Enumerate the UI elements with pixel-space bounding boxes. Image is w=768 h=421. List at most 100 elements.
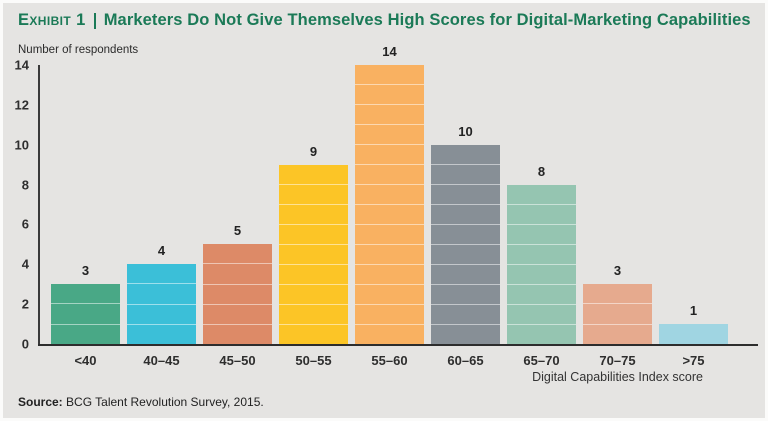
bar-unit-block: [507, 243, 576, 264]
bar-unit-block: [355, 184, 424, 204]
bar-unit-block: [507, 203, 576, 224]
bar-unit-block: [583, 284, 652, 304]
bar-unit-block: [127, 323, 196, 344]
bar-unit-block: [507, 184, 576, 204]
y-tick-8: 8: [21, 177, 29, 193]
bar-unit-block: [279, 183, 348, 204]
bar-unit-block: [279, 303, 348, 324]
bar-chart: 0 2 4 6 8 10 12 14 3 4 5 9 14 10 8 3 1: [15, 44, 758, 352]
bar-unit-block: [431, 243, 500, 264]
y-tick-10: 10: [14, 137, 29, 153]
bar-value-label: 14: [382, 44, 397, 59]
x-axis-title: Digital Capabilities Index score: [532, 370, 703, 384]
bar-unit-block: [507, 303, 576, 324]
bar-unit-block: [279, 164, 348, 184]
bar-unit-block: [355, 304, 424, 324]
bar-value-label: 3: [81, 263, 90, 279]
bar-unit-block: [355, 144, 424, 164]
x-tick-55–60: 55–60: [371, 353, 408, 368]
bar-unit-block: [431, 163, 500, 184]
bar-unit-block: [127, 303, 196, 324]
bar-unit-block: [51, 303, 120, 324]
bar-value-label: 1: [689, 303, 698, 319]
bar-unit-block: [355, 84, 424, 104]
x-tick-70–75: 70–75: [599, 353, 636, 368]
bar-unit-block: [659, 324, 728, 344]
bar-unit-block: [279, 283, 348, 304]
exhibit-title: Exhibit 1 Marketers Do Not Give Themselv…: [18, 11, 751, 30]
exhibit-headline: Marketers Do Not Give Themselves High Sc…: [103, 11, 751, 29]
bar-50–55: 9: [279, 144, 348, 344]
bar-value-label: 4: [157, 243, 166, 259]
bar-unit-block: [355, 104, 424, 124]
title-separator: [93, 13, 96, 29]
source-prefix: Source:: [18, 395, 63, 409]
bar-unit-block: [203, 303, 272, 324]
bar-unit-block: [127, 283, 196, 304]
bar-unit-block: [279, 203, 348, 224]
source-text: BCG Talent Revolution Survey, 2015.: [66, 395, 264, 409]
bar-<40: 3: [51, 263, 120, 345]
bar-value-label: 5: [233, 223, 242, 239]
source-note: Source: BCG Talent Revolution Survey, 20…: [18, 395, 264, 409]
bar-unit-block: [507, 223, 576, 244]
bar-55–60: 14: [355, 44, 424, 344]
bar-unit-block: [203, 283, 272, 304]
bar-unit-block: [431, 283, 500, 304]
bar-unit-block: [203, 323, 272, 344]
bar-unit-block: [355, 284, 424, 304]
x-axis-line: [38, 344, 758, 346]
bar-45–50: 5: [203, 223, 272, 344]
bar-unit-block: [583, 303, 652, 324]
bar-unit-block: [203, 244, 272, 264]
bar-unit-block: [355, 164, 424, 184]
bar-unit-block: [355, 324, 424, 344]
exhibit-label: Exhibit 1: [18, 11, 86, 29]
x-tick-65–70: 65–70: [523, 353, 560, 368]
bar-unit-block: [507, 263, 576, 284]
bar-value-label: 10: [458, 123, 473, 139]
bar-unit-block: [279, 323, 348, 344]
bar-unit-block: [431, 223, 500, 244]
bar-unit-block: [279, 243, 348, 264]
x-tick-40–45: 40–45: [143, 353, 180, 368]
bar-40–45: 4: [127, 243, 196, 344]
bar-unit-block: [355, 65, 424, 84]
x-tick-<40: <40: [74, 353, 97, 368]
y-axis-line: [38, 65, 40, 344]
bar->75: 1: [659, 303, 728, 344]
bar-unit-block: [279, 263, 348, 284]
y-axis-label: Number of respondents: [18, 44, 139, 56]
bar-unit-block: [431, 144, 500, 164]
bar-unit-block: [51, 323, 120, 345]
bar-unit-block: [355, 244, 424, 264]
x-tick-50–55: 50–55: [295, 353, 332, 368]
x-tick-labels: <40 40–45 45–50 50–55 55–60 60–65 65–70 70–75 >7…: [38, 353, 758, 369]
bar-60–65: 10: [431, 124, 500, 345]
bar-unit-block: [355, 224, 424, 244]
bar-unit-block: [127, 264, 196, 284]
y-tick-0: 0: [21, 336, 29, 352]
bar-value-label: 9: [309, 143, 318, 159]
bar-unit-block: [431, 303, 500, 324]
bar-unit-block: [431, 324, 500, 345]
bar-unit-block: [583, 323, 652, 345]
bar-unit-block: [431, 183, 500, 204]
bar-value-label: 3: [613, 263, 622, 279]
bar-value-label: 8: [537, 163, 546, 179]
bar-70–75: 3: [583, 263, 652, 345]
bar-65–70: 8: [507, 164, 576, 344]
x-tick->75: >75: [682, 353, 705, 368]
x-tick-45–50: 45–50: [219, 353, 256, 368]
bar-unit-block: [355, 264, 424, 284]
bar-unit-block: [279, 223, 348, 244]
y-tick-12: 12: [14, 97, 29, 113]
x-tick-60–65: 60–65: [447, 353, 484, 368]
y-tick-6: 6: [21, 216, 29, 232]
bar-unit-block: [507, 323, 576, 344]
bar-unit-block: [507, 283, 576, 304]
y-tick-14: 14: [14, 57, 29, 73]
bar-unit-block: [431, 203, 500, 224]
y-tick-2: 2: [21, 296, 29, 312]
